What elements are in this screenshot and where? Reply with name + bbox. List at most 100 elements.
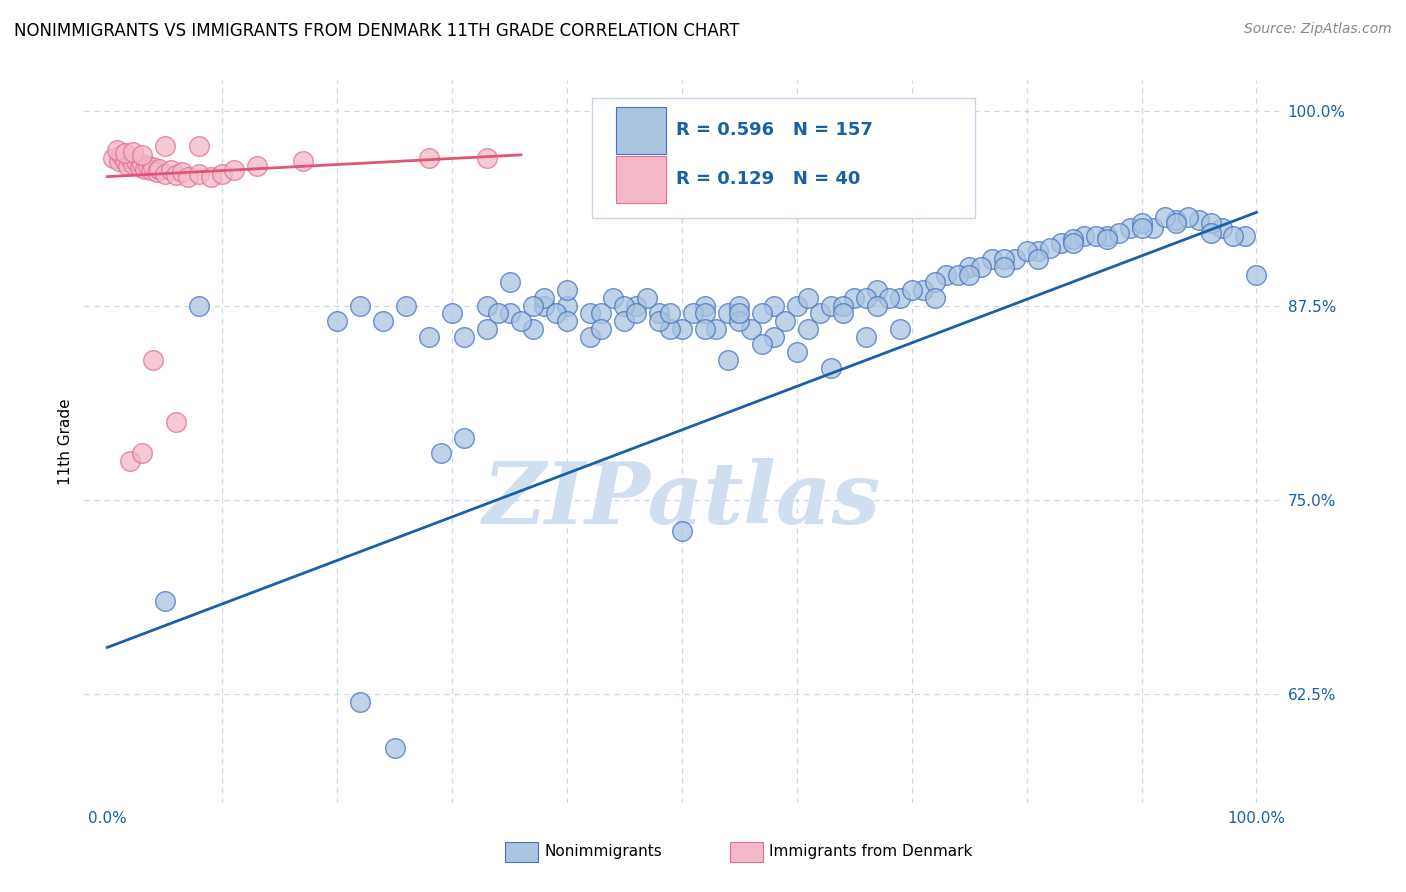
FancyBboxPatch shape <box>616 107 666 154</box>
Point <box>188 138 211 153</box>
Point <box>1222 228 1244 243</box>
Point <box>441 306 464 320</box>
Point <box>1062 232 1084 246</box>
Point <box>510 314 533 328</box>
Point <box>786 299 808 313</box>
Point <box>728 299 751 313</box>
Point <box>453 329 475 343</box>
Point <box>831 299 853 313</box>
Point <box>993 252 1015 266</box>
Point <box>1164 216 1187 230</box>
Point <box>1084 228 1107 243</box>
Point <box>142 161 165 175</box>
Point <box>648 306 671 320</box>
Point <box>602 291 624 305</box>
Point <box>671 322 693 336</box>
Point <box>1004 252 1026 266</box>
Text: ZIPatlas: ZIPatlas <box>482 458 882 541</box>
Point <box>120 454 142 468</box>
Point <box>912 283 935 297</box>
Point <box>613 299 636 313</box>
Point <box>165 168 187 182</box>
Point <box>786 345 808 359</box>
Point <box>866 283 889 297</box>
Point <box>613 314 636 328</box>
Point <box>1119 220 1142 235</box>
Point <box>453 431 475 445</box>
Point <box>820 360 842 375</box>
Point <box>142 353 165 368</box>
Point <box>636 291 658 305</box>
Point <box>855 291 877 305</box>
Point <box>820 299 842 313</box>
Point <box>522 322 544 336</box>
Point <box>957 260 980 274</box>
Point <box>624 299 647 313</box>
Point <box>693 306 716 320</box>
Point <box>131 148 153 162</box>
Point <box>131 157 153 171</box>
Point <box>889 322 911 336</box>
Point <box>139 163 162 178</box>
Point <box>418 151 440 165</box>
Point <box>624 306 647 320</box>
Point <box>751 337 773 351</box>
Point <box>671 524 693 538</box>
Point <box>935 268 957 282</box>
Point <box>153 138 176 153</box>
Point <box>349 299 371 313</box>
Point <box>555 283 578 297</box>
Point <box>349 695 371 709</box>
Point <box>153 594 176 608</box>
Point <box>924 275 946 289</box>
Point <box>170 165 193 179</box>
Point <box>1062 236 1084 251</box>
Point <box>591 306 613 320</box>
Point <box>693 299 716 313</box>
Point <box>1188 213 1211 227</box>
Point <box>797 291 820 305</box>
Point <box>498 306 520 320</box>
FancyBboxPatch shape <box>616 156 666 203</box>
Point <box>855 329 877 343</box>
Point <box>924 291 946 305</box>
Point <box>533 299 555 313</box>
Point <box>706 322 728 336</box>
Point <box>579 306 602 320</box>
Point <box>326 314 349 328</box>
Point <box>395 299 418 313</box>
Point <box>1095 228 1118 243</box>
Text: Nonimmigrants: Nonimmigrants <box>544 845 662 859</box>
Point <box>125 154 148 169</box>
Point <box>1164 213 1187 227</box>
Point <box>110 148 132 162</box>
Point <box>1199 226 1222 240</box>
Point <box>1050 236 1073 251</box>
Point <box>136 159 159 173</box>
Text: R = 0.596   N = 157: R = 0.596 N = 157 <box>676 121 873 139</box>
Point <box>165 415 187 429</box>
Point <box>970 260 993 274</box>
Point <box>889 291 911 305</box>
Point <box>1039 241 1062 255</box>
Point <box>1073 228 1095 243</box>
Point <box>486 306 509 320</box>
Point <box>555 314 578 328</box>
Point <box>1026 252 1049 266</box>
Point <box>475 299 498 313</box>
Point <box>1199 216 1222 230</box>
Point <box>775 314 797 328</box>
Point <box>762 329 785 343</box>
Point <box>522 299 544 313</box>
Point <box>957 268 980 282</box>
Point <box>728 306 751 320</box>
Point <box>659 306 682 320</box>
Point <box>1233 228 1256 243</box>
Point <box>131 446 153 460</box>
Point <box>120 151 142 165</box>
Point <box>429 446 451 460</box>
Point <box>1246 268 1268 282</box>
Point <box>831 306 853 320</box>
Point <box>222 163 245 178</box>
Point <box>114 154 136 169</box>
